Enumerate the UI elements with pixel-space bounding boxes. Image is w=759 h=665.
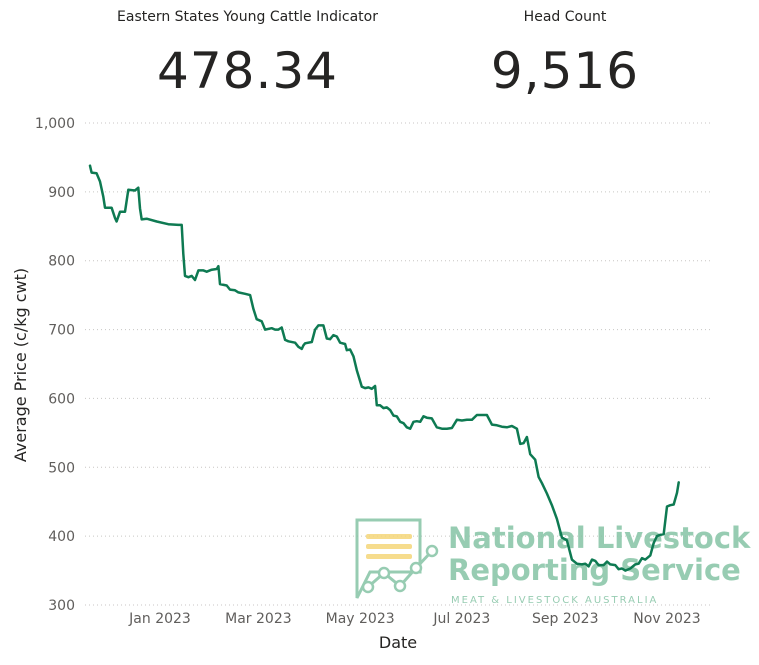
y-tick-label: 900 [48, 185, 75, 201]
indicator-card-label: Eastern States Young Cattle Indicator [117, 9, 378, 25]
y-axis-title: Average Price (c/kg cwt) [11, 268, 30, 462]
x-tick-label: Jul 2023 [432, 611, 490, 627]
head-count-card-label: Head Count [523, 9, 607, 25]
nlrs-watermark: National Livestock Reporting Service MEA… [355, 518, 751, 606]
nlrs-logo-icon [355, 518, 439, 599]
x-axis-title: Date [379, 633, 417, 652]
gridlines [85, 122, 712, 606]
indicator-card-value: 478.34 [157, 42, 338, 100]
x-tick-label: Nov 2023 [633, 611, 700, 627]
y-tick-label: 700 [48, 323, 75, 339]
x-tick-label: Sep 2023 [532, 611, 598, 627]
y-tick-label: 300 [48, 598, 75, 614]
y-tick-label: 1,000 [35, 116, 75, 132]
watermark-sub: MEAT & LIVESTOCK AUSTRALIA [451, 595, 658, 606]
watermark-line2: Reporting Service [448, 553, 741, 587]
x-tick-label: Mar 2023 [225, 611, 292, 627]
head-count-card: Head Count 9,516 [440, 0, 690, 100]
y-tick-label: 500 [48, 460, 75, 476]
watermark-line1: National Livestock [448, 521, 751, 555]
y-tick-label: 400 [48, 529, 75, 545]
x-axis-ticks: Jan 2023 Mar 2023 May 2023 Jul 2023 Sep 2023… [128, 611, 701, 627]
indicator-card: Eastern States Young Cattle Indicator 47… [60, 0, 435, 100]
y-tick-label: 600 [48, 391, 75, 407]
head-count-card-value: 9,516 [490, 42, 640, 100]
y-tick-label: 800 [48, 254, 75, 270]
x-tick-label: Jan 2023 [128, 611, 191, 627]
y-axis-ticks: 1,000 900 800 700 600 500 400 300 [35, 116, 75, 614]
series-line [88, 164, 680, 572]
x-tick-label: May 2023 [326, 611, 395, 627]
